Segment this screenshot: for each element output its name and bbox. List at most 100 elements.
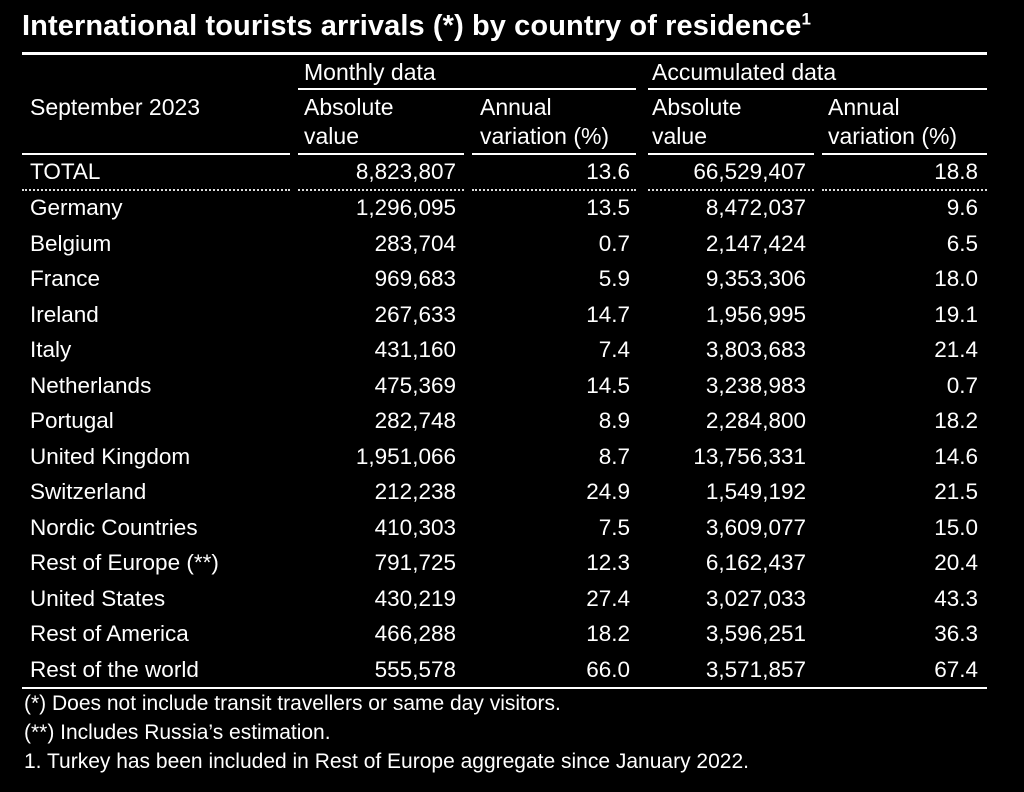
- accumulated-absolute-value: 3,238,983: [705, 372, 806, 398]
- header-rule-col3: [648, 153, 814, 155]
- bottom-rule: [22, 687, 987, 689]
- monthly-annual-variation: 7.5: [598, 514, 630, 540]
- accumulated-absolute-value: 13,756,331: [693, 443, 806, 469]
- header-rule-col2: [472, 153, 636, 155]
- title-footnote-mark: 1: [801, 9, 811, 29]
- header-monthly-absolute: Absolute value: [304, 94, 394, 149]
- accumulated-absolute-value: 3,609,077: [705, 514, 806, 540]
- monthly-annual-variation: 8.9: [598, 408, 630, 433]
- accumulated-annual-variation: 67.4: [934, 656, 978, 682]
- accumulated-absolute-value: 8,472,037: [705, 195, 806, 220]
- header-rule-col0: [22, 153, 290, 155]
- header-monthly-variation: Annual variation (%): [480, 94, 610, 149]
- monthly-annual-variation: 0.7: [598, 230, 630, 256]
- total-divider-col1: [298, 189, 464, 191]
- accumulated-absolute-value: 9,353,306: [705, 266, 806, 291]
- total-divider-col0: [22, 189, 290, 191]
- accumulated-group-rule: [648, 88, 987, 90]
- monthly-annual-variation: 5.9: [598, 266, 630, 291]
- total-label: TOTAL: [30, 159, 101, 184]
- footnote-1: (*) Does not include transit travellers …: [24, 692, 561, 715]
- monthly-absolute-value: 212,238: [374, 479, 456, 504]
- accumulated-absolute-value: 1,956,995: [705, 301, 806, 327]
- header-rule-col1: [298, 153, 464, 155]
- monthly-annual-variation: 13.5: [586, 195, 630, 220]
- accumulated-annual-variation: 36.3: [934, 621, 978, 646]
- monthly-annual-variation: 14.5: [586, 372, 630, 398]
- monthly-annual-variation: 27.4: [586, 585, 630, 611]
- monthly-absolute-value: 1,951,066: [355, 443, 456, 469]
- accumulated-absolute-value: 3,027,033: [705, 585, 806, 611]
- group-header-accumulated: Accumulated data: [652, 59, 837, 85]
- monthly-absolute-value: 283,704: [374, 230, 456, 256]
- table-title: International tourists arrivals (*) by c…: [22, 9, 811, 42]
- accumulated-absolute-value: 3,571,857: [705, 656, 806, 682]
- monthly-annual-variation: 18.2: [586, 621, 630, 646]
- country-name: Belgium: [30, 230, 112, 256]
- group-header-monthly: Monthly data: [304, 59, 436, 85]
- accumulated-absolute-value: 3,803,683: [705, 337, 806, 362]
- monthly-absolute-value: 1,296,095: [355, 195, 456, 220]
- accumulated-annual-variation: 43.3: [934, 585, 978, 611]
- accumulated-absolute-value: 6,162,437: [705, 550, 806, 575]
- monthly-group-rule: [298, 88, 636, 90]
- country-name: Rest of America: [30, 621, 189, 646]
- header-rule-col4: [822, 153, 987, 155]
- country-name: Nordic Countries: [30, 514, 198, 540]
- top-rule: [22, 52, 987, 55]
- accumulated-absolute-value: 2,284,800: [705, 408, 806, 433]
- header-accumulated-variation: Annual variation (%): [828, 94, 958, 149]
- country-name: France: [30, 266, 101, 291]
- monthly-annual-variation: 66.0: [586, 656, 630, 682]
- accumulated-annual-variation: 15.0: [934, 514, 978, 540]
- total-divider-col2: [472, 189, 636, 191]
- country-name: Rest of the world: [30, 656, 199, 682]
- monthly-annual-variation: 8.7: [598, 443, 630, 469]
- accumulated-annual-variation: 18.0: [934, 266, 978, 291]
- monthly-absolute-value: 475,369: [374, 372, 456, 398]
- monthly-annual-variation: 14.7: [586, 301, 630, 327]
- country-name: Switzerland: [30, 479, 147, 504]
- monthly-absolute-value: 431,160: [374, 337, 456, 362]
- footnote-3: 1. Turkey has been included in Rest of E…: [24, 750, 749, 773]
- monthly-annual-variation: 7.4: [598, 337, 630, 362]
- footnote-2: (**) Includes Russia’s estimation.: [24, 721, 331, 744]
- accumulated-annual-variation: 14.6: [934, 443, 978, 469]
- accumulated-annual-variation: 6.5: [946, 230, 978, 256]
- accumulated-annual-variation: 21.5: [934, 479, 978, 504]
- total-accumulated-absolute: 66,529,407: [693, 159, 806, 184]
- accumulated-absolute-value: 1,549,192: [705, 479, 806, 504]
- monthly-absolute-value: 791,725: [374, 550, 456, 575]
- accumulated-annual-variation: 20.4: [934, 550, 978, 575]
- period-label: September 2023: [30, 94, 201, 120]
- monthly-annual-variation: 24.9: [586, 479, 630, 504]
- country-name: Rest of Europe (**): [30, 550, 219, 575]
- monthly-absolute-value: 430,219: [374, 585, 456, 611]
- country-name: Portugal: [30, 408, 114, 433]
- total-monthly-absolute: 8,823,807: [355, 159, 456, 184]
- country-name: Germany: [30, 195, 123, 220]
- country-name: Ireland: [30, 301, 99, 327]
- total-accumulated-variation: 18.8: [934, 159, 978, 184]
- accumulated-annual-variation: 19.1: [934, 301, 978, 327]
- monthly-absolute-value: 555,578: [374, 656, 456, 682]
- accumulated-annual-variation: 9.6: [946, 195, 978, 220]
- total-divider-col3: [648, 189, 814, 191]
- monthly-annual-variation: 12.3: [586, 550, 630, 575]
- monthly-absolute-value: 282,748: [374, 408, 456, 433]
- accumulated-annual-variation: 18.2: [934, 408, 978, 433]
- accumulated-annual-variation: 21.4: [934, 337, 978, 362]
- accumulated-absolute-value: 3,596,251: [705, 621, 806, 646]
- accumulated-absolute-value: 2,147,424: [705, 230, 806, 256]
- monthly-absolute-value: 969,683: [374, 266, 456, 291]
- country-name: United States: [30, 585, 166, 611]
- country-name: Italy: [30, 337, 72, 362]
- monthly-absolute-value: 267,633: [374, 301, 456, 327]
- total-monthly-variation: 13.6: [586, 159, 630, 184]
- country-name: Netherlands: [30, 372, 152, 398]
- header-accumulated-absolute: Absolute value: [652, 94, 742, 149]
- monthly-absolute-value: 410,303: [374, 514, 456, 540]
- monthly-absolute-value: 466,288: [374, 621, 456, 646]
- country-name: United Kingdom: [30, 443, 191, 469]
- accumulated-annual-variation: 0.7: [946, 372, 978, 398]
